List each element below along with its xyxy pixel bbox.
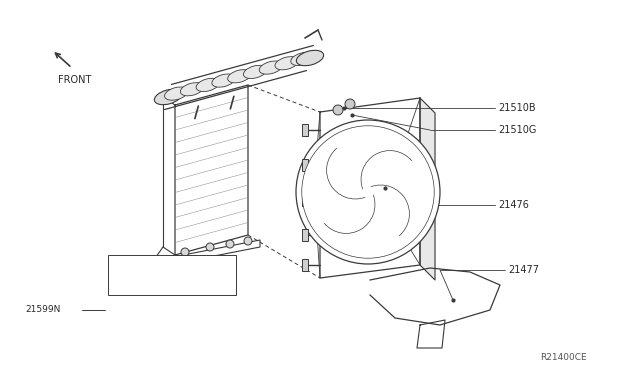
Ellipse shape <box>212 74 236 87</box>
Circle shape <box>345 99 355 109</box>
Bar <box>302 229 308 241</box>
Ellipse shape <box>259 61 283 74</box>
Text: 21477: 21477 <box>508 265 539 275</box>
Circle shape <box>244 237 252 245</box>
Bar <box>302 159 308 171</box>
Text: Do not touch
fan blade: Do not touch fan blade <box>112 265 138 273</box>
Bar <box>302 124 308 136</box>
Ellipse shape <box>164 87 188 100</box>
Ellipse shape <box>196 78 220 92</box>
Ellipse shape <box>296 50 324 66</box>
Circle shape <box>226 240 234 248</box>
Bar <box>108 255 236 295</box>
Text: Ne pas toucher
la lame du: Ne pas toucher la lame du <box>176 265 207 273</box>
Ellipse shape <box>228 70 251 83</box>
Ellipse shape <box>291 52 314 65</box>
Ellipse shape <box>180 83 204 96</box>
Circle shape <box>206 243 214 251</box>
Circle shape <box>333 105 343 115</box>
Circle shape <box>302 126 435 258</box>
Ellipse shape <box>275 57 298 70</box>
Text: FRONT: FRONT <box>58 75 92 85</box>
Ellipse shape <box>154 89 182 105</box>
Text: 21599N: 21599N <box>25 305 60 314</box>
Text: △ MADE IN CHINA: △ MADE IN CHINA <box>176 288 220 292</box>
Text: △ CAUTION: △ CAUTION <box>112 288 143 292</box>
Bar <box>302 259 308 271</box>
Text: 21510B: 21510B <box>498 103 536 113</box>
Text: 21510G: 21510G <box>498 125 536 135</box>
Circle shape <box>181 248 189 256</box>
Bar <box>302 194 308 206</box>
Polygon shape <box>420 98 435 280</box>
Circle shape <box>296 120 440 264</box>
Ellipse shape <box>243 65 267 78</box>
Text: R21400CE: R21400CE <box>540 353 587 362</box>
Text: 21476: 21476 <box>498 200 529 210</box>
